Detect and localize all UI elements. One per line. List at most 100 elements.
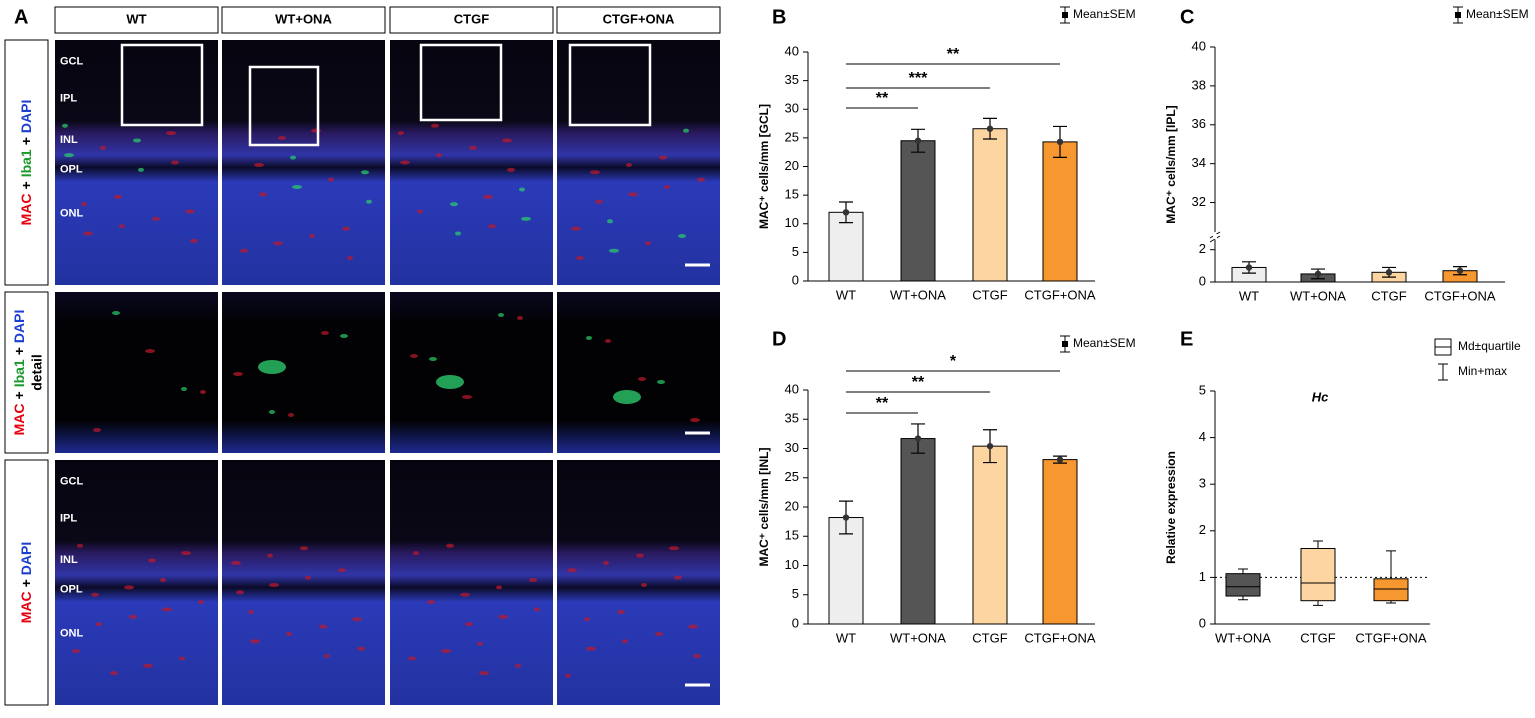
signal xyxy=(483,194,493,199)
mean-dot xyxy=(1245,264,1253,271)
bar xyxy=(828,517,864,625)
signal xyxy=(626,162,632,167)
micrograph xyxy=(390,292,553,453)
y-tick-label: 20 xyxy=(785,498,799,513)
column-header-box xyxy=(556,6,721,34)
box xyxy=(1225,573,1261,597)
column-header: CTGF xyxy=(454,11,489,26)
signal xyxy=(669,546,679,551)
signal xyxy=(181,387,187,391)
row-label: MAC + Iba1 + DAPI xyxy=(18,100,34,226)
signal xyxy=(427,600,435,605)
signal xyxy=(460,592,470,597)
signal xyxy=(162,607,172,612)
signal xyxy=(72,649,80,654)
signal xyxy=(190,238,198,243)
chart-title: Hc xyxy=(1312,389,1329,404)
signal xyxy=(534,607,540,612)
signal xyxy=(477,641,483,646)
x-tick-label: WT+ONA xyxy=(890,287,946,302)
micrograph xyxy=(222,292,385,453)
micrograph xyxy=(390,460,553,705)
layer-label: GCL xyxy=(60,56,84,68)
signal xyxy=(683,128,689,133)
signal xyxy=(143,663,153,668)
y-tick-label: 0 xyxy=(1199,273,1206,288)
column-header-box xyxy=(221,6,386,34)
layer-label: INL xyxy=(60,134,78,146)
micrograph xyxy=(55,292,218,453)
signal xyxy=(342,226,350,231)
significance-label: *** xyxy=(909,70,928,87)
micrograph xyxy=(55,40,218,285)
signal xyxy=(519,187,525,192)
signal xyxy=(690,418,700,422)
column-header-box xyxy=(389,6,554,34)
signal xyxy=(502,138,512,143)
y-tick-label: 4 xyxy=(1199,429,1206,444)
y-tick-label: 34 xyxy=(1192,155,1206,170)
signal xyxy=(152,216,160,221)
signal xyxy=(628,192,638,197)
micrograph xyxy=(557,460,720,705)
column-header: CTGF+ONA xyxy=(603,11,675,26)
signal xyxy=(288,413,294,417)
x-tick-label: CTGF xyxy=(1300,630,1335,645)
mean-dot xyxy=(1056,138,1064,146)
x-tick-label: WT xyxy=(836,630,856,645)
signal xyxy=(250,639,260,644)
signal xyxy=(83,231,93,236)
signal xyxy=(529,578,537,583)
row-label-box xyxy=(4,291,49,454)
layer-label: OPL xyxy=(60,163,83,175)
column-header-box xyxy=(54,6,219,34)
y-tick-label: 3 xyxy=(1199,476,1206,491)
signal xyxy=(166,131,176,136)
signal xyxy=(148,558,156,563)
x-tick-label: CTGF+ONA xyxy=(1024,630,1095,645)
inset-box xyxy=(568,43,652,127)
signal xyxy=(521,216,531,221)
signal xyxy=(693,654,701,658)
row-label-part: DAPI xyxy=(11,310,27,343)
y-tick-label: 40 xyxy=(785,43,799,58)
signal xyxy=(347,256,353,261)
row-label-part: DAPI xyxy=(18,100,34,133)
y-tick-label: 0 xyxy=(1199,615,1206,630)
signal xyxy=(319,624,327,629)
signal xyxy=(641,582,647,587)
signal xyxy=(479,671,489,676)
signal xyxy=(584,617,590,622)
legend-label: Mean±SEM xyxy=(1073,7,1136,21)
legend-dot xyxy=(1062,341,1068,347)
signal xyxy=(609,248,619,253)
legend-label: Min+max xyxy=(1458,364,1507,378)
signal xyxy=(292,185,302,189)
y-tick-label: 5 xyxy=(792,244,799,259)
y-axis-label: MAC⁺ cells/mm [IPL] xyxy=(1164,105,1178,223)
mean-dot xyxy=(1314,270,1322,278)
signal xyxy=(309,234,315,238)
signal xyxy=(110,671,118,676)
layer-label: ONL xyxy=(60,207,84,219)
signal xyxy=(338,568,346,573)
significance-label: ** xyxy=(947,46,960,63)
row-label-part: DAPI xyxy=(18,542,34,575)
y-tick-label: 25 xyxy=(785,129,799,144)
y-tick-label: 5 xyxy=(1199,382,1206,397)
signal xyxy=(664,185,670,189)
signal xyxy=(413,551,419,556)
signal xyxy=(565,673,571,678)
bar xyxy=(972,128,1008,282)
y-tick-label: 40 xyxy=(1192,38,1206,53)
row-label-part: + xyxy=(11,391,27,399)
signal xyxy=(586,336,592,340)
layer-label: INL xyxy=(60,554,78,566)
signal xyxy=(645,241,651,246)
signal xyxy=(398,131,404,136)
y-tick-label: 15 xyxy=(785,528,799,543)
mean-dot xyxy=(914,435,922,442)
signal xyxy=(138,167,144,172)
signal xyxy=(93,428,101,432)
mean-dot xyxy=(914,137,922,144)
